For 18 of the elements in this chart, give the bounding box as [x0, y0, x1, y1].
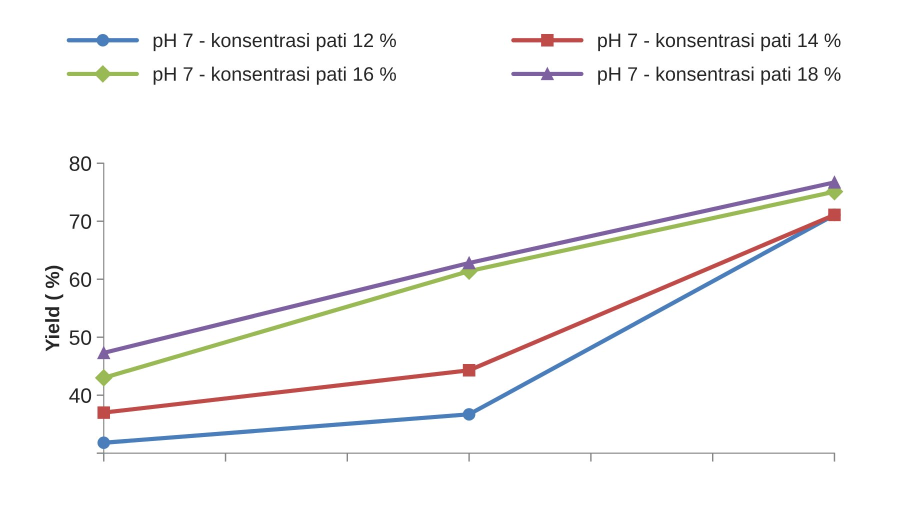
- legend-label: pH 7 - konsentrasi pati 16 %: [154, 66, 396, 85]
- legend-label: pH 7 - konsentrasi pati 12 %: [154, 32, 396, 52]
- y-axis-title: Yield ( %): [45, 266, 64, 352]
- y-tick-label: 50: [70, 330, 92, 345]
- point: [97, 346, 110, 360]
- point: [462, 256, 476, 270]
- point: [462, 408, 476, 421]
- y-tick-label: 70: [70, 214, 92, 229]
- y-tick-label: 60: [70, 272, 92, 287]
- y-tick-label: 80: [70, 156, 92, 172]
- legend-label: pH 7 - konsentrasi pati 18 %: [598, 66, 841, 85]
- point: [462, 364, 476, 377]
- legend-label: pH 7 - konsentrasi pati 14 %: [598, 32, 841, 52]
- point: [95, 369, 112, 386]
- point: [828, 176, 841, 189]
- point: [97, 436, 110, 450]
- point: [97, 406, 110, 419]
- y-tick-label: 40: [69, 388, 92, 403]
